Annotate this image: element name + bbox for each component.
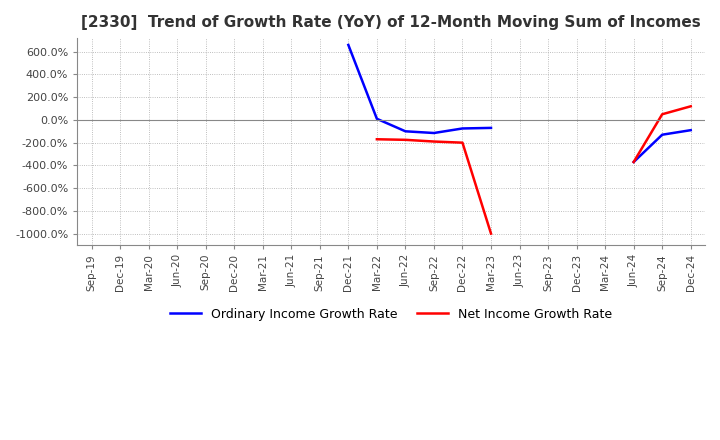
- Title: [2330]  Trend of Growth Rate (YoY) of 12-Month Moving Sum of Incomes: [2330] Trend of Growth Rate (YoY) of 12-…: [81, 15, 701, 30]
- Legend: Ordinary Income Growth Rate, Net Income Growth Rate: Ordinary Income Growth Rate, Net Income …: [165, 303, 617, 326]
